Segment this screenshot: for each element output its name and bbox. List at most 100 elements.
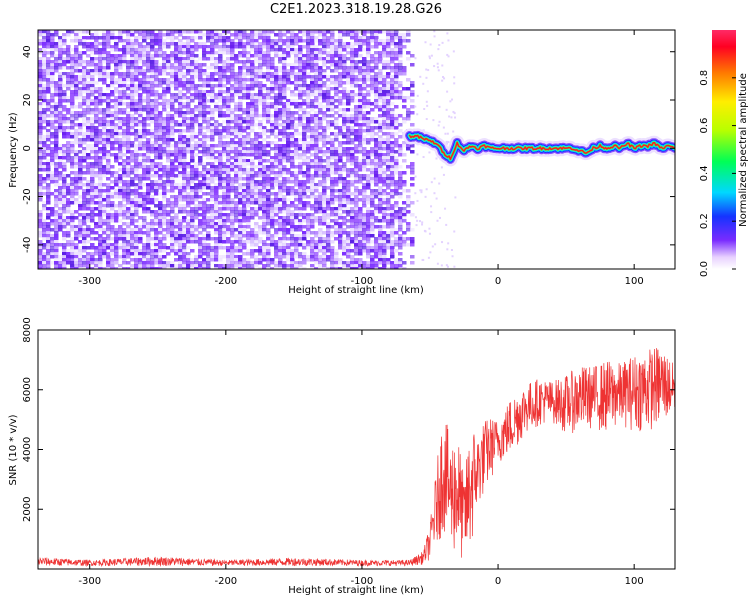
heatmap-cell [54,30,59,34]
heatmap-cell [134,99,139,103]
heatmap-cell [114,243,119,247]
heatmap-cell [350,33,355,37]
heatmap-cell [126,207,131,211]
heatmap-cell [70,258,75,262]
heatmap-cell [246,138,251,142]
heatmap-cell [90,108,95,112]
heatmap-cell [62,48,67,52]
heatmap-cell [262,240,267,244]
heatmap-cell [214,51,219,55]
heatmap-cell [346,108,351,112]
heatmap-cell [122,93,127,97]
heatmap-cell [318,222,323,226]
heatmap-cell [146,54,151,58]
heatmap-cell [70,264,75,268]
heatmap-cell [286,126,291,130]
heatmap-cell [182,147,187,151]
heatmap-cell [78,222,83,226]
heatmap-cell [86,225,91,229]
heatmap-cell [154,180,159,184]
heatmap-cell [186,69,191,73]
heatmap-cell [42,36,47,40]
heatmap-cell [350,69,355,73]
heatmap-cell [218,225,223,229]
heatmap-cell [254,135,259,139]
heatmap-cell [102,75,107,79]
heatmap-cell [238,84,243,88]
heatmap-cell [106,210,111,214]
heatmap-cell [162,78,167,82]
heatmap-cell [134,162,139,166]
heatmap-cell [182,84,187,88]
heatmap-cell [154,168,159,172]
heatmap-cell [58,105,63,109]
heatmap-cell [318,135,323,139]
heatmap-cell [266,198,271,202]
heatmap-cell [190,108,195,112]
heatmap-cell [278,162,283,166]
heatmap-cell [278,96,283,100]
heatmap-cell [70,180,75,184]
heatmap-cell [210,213,215,217]
heatmap-cell [230,234,235,238]
heatmap-cell [350,48,355,52]
heatmap-cell [42,201,47,205]
heatmap-cell [126,189,131,193]
heatmap-cell [146,75,151,79]
heatmap-cell [150,114,155,118]
heatmap-cell [238,78,243,82]
heatmap-cell [250,186,255,190]
heatmap-cell [130,183,135,187]
heatmap-cell [318,126,323,130]
heatmap-cell [162,153,167,157]
heatmap-cell [226,246,231,250]
heatmap-cell [86,258,91,262]
heatmap-cell [230,93,235,97]
heatmap-cell [38,30,43,34]
heatmap-cell [70,147,75,151]
heatmap-cell [322,93,327,97]
heatmap-cell [270,261,275,265]
heatmap-cell [90,102,95,106]
heatmap-cell [154,36,159,40]
heatmap-cell [190,249,195,253]
heatmap-cell [306,201,311,205]
heatmap-cell [278,186,283,190]
heatmap-cell [50,42,55,46]
heatmap-cell [98,117,103,121]
heatmap-cell [62,261,67,265]
heatmap-cell [114,159,119,163]
heatmap-cell [262,210,267,214]
heatmap-cell [114,63,119,67]
heatmap-cell [150,66,155,70]
heatmap-cell [266,228,271,232]
heatmap-cell [218,153,223,157]
heatmap-cell [46,144,51,148]
heatmap-cell [282,186,287,190]
heatmap-cell [334,258,339,262]
heatmap-cell [162,123,167,127]
heatmap-cell [82,237,87,241]
heatmap-cell [250,216,255,220]
heatmap-cell [50,123,55,127]
heatmap-cell [298,90,303,94]
heatmap-cell [242,117,247,121]
heatmap-cell [290,150,295,154]
heatmap-cell [94,99,99,103]
heatmap-cell [138,204,143,208]
heatmap-cell [246,258,251,262]
heatmap-cell [242,78,247,82]
heatmap-cell [318,237,323,241]
heatmap-cell [66,111,71,115]
heatmap-cell [190,159,195,163]
heatmap-cell [262,243,267,247]
heatmap-cell [298,51,303,55]
heatmap-cell [166,225,171,229]
heatmap-cell [46,201,51,205]
heatmap-cell [110,264,115,268]
heatmap-cell [158,201,163,205]
heatmap-cell [206,171,211,175]
heatmap-cell [226,186,231,190]
heatmap-cell [54,177,59,181]
heatmap-cell [66,120,71,124]
